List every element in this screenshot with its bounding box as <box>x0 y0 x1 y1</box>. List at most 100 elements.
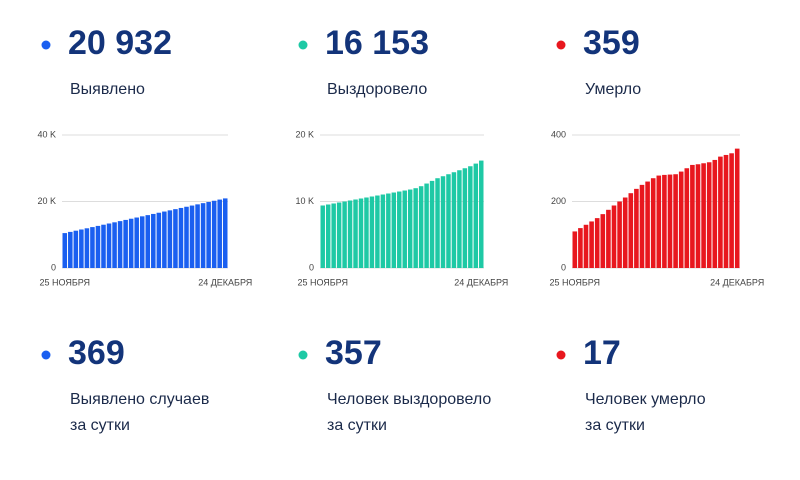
bar <box>195 204 200 268</box>
x-tick-label: 24 ДЕКАБРЯ <box>198 277 252 287</box>
bar <box>594 218 600 268</box>
stat-label: Умерло <box>585 81 641 98</box>
bar <box>673 174 678 268</box>
bar <box>79 229 84 268</box>
bar <box>375 195 380 268</box>
bar <box>211 200 217 268</box>
bar <box>656 175 662 268</box>
bar <box>134 217 139 268</box>
bar <box>407 189 413 268</box>
status-dot <box>556 350 566 360</box>
bar <box>645 181 650 268</box>
bar <box>167 210 173 268</box>
bar <box>123 219 128 268</box>
bar <box>173 209 178 268</box>
bar <box>712 159 718 268</box>
bar <box>358 198 364 268</box>
bar <box>639 184 645 268</box>
bar <box>189 205 195 268</box>
stat-value: 359 <box>583 24 640 62</box>
daily-label: Выявлено случаев <box>70 391 209 408</box>
bar <box>117 221 123 268</box>
y-tick-label: 400 <box>551 129 566 139</box>
status-dot <box>298 350 308 360</box>
bar <box>729 153 734 268</box>
x-tick-label: 25 НОЯБРЯ <box>297 277 348 287</box>
status-dot <box>298 40 308 50</box>
bar <box>364 197 369 268</box>
status-dot <box>556 40 566 50</box>
y-tick-label: 20 K <box>295 129 314 139</box>
bar <box>101 224 106 268</box>
bar <box>184 206 189 268</box>
y-tick-label: 10 K <box>295 196 314 206</box>
bar <box>634 188 639 268</box>
bar <box>628 193 634 268</box>
bar <box>320 205 325 268</box>
x-tick-label: 24 ДЕКАБРЯ <box>454 277 508 287</box>
bar <box>62 233 68 268</box>
bar <box>342 201 347 268</box>
bar <box>479 160 484 268</box>
bar <box>578 228 583 268</box>
bar <box>397 191 402 268</box>
daily-label: за сутки <box>585 417 645 434</box>
bar <box>418 186 424 268</box>
y-tick-label: 20 K <box>37 196 56 206</box>
bar <box>718 156 723 268</box>
y-tick-label: 200 <box>551 196 566 206</box>
bar <box>90 227 95 268</box>
daily-value: 369 <box>68 334 125 372</box>
bar <box>325 204 331 268</box>
stat-label: Выздоровело <box>327 81 427 98</box>
bar <box>369 196 375 268</box>
bar <box>386 193 391 268</box>
y-tick-label: 40 K <box>37 129 56 139</box>
bar <box>145 215 151 268</box>
bar <box>734 148 740 268</box>
bar <box>622 197 628 268</box>
bar <box>723 154 729 268</box>
status-dot <box>41 40 51 50</box>
bar <box>84 228 90 268</box>
bar <box>678 171 684 268</box>
daily-label: Человек умерло <box>585 391 706 408</box>
bar <box>331 203 336 268</box>
stat-value: 16 153 <box>325 24 429 62</box>
bar <box>684 168 690 268</box>
x-tick-label: 25 НОЯБРЯ <box>550 277 601 287</box>
bar <box>200 203 206 268</box>
bar <box>650 178 656 268</box>
bar <box>128 218 134 268</box>
bar <box>95 225 101 268</box>
daily-label: за сутки <box>327 417 387 434</box>
bar <box>667 174 673 268</box>
bar <box>589 221 594 268</box>
bar <box>440 176 446 268</box>
bar <box>583 224 589 268</box>
bar <box>336 202 342 268</box>
bar <box>695 164 701 268</box>
bar <box>690 164 695 268</box>
bar <box>600 214 606 268</box>
daily-value: 17 <box>583 334 621 372</box>
daily-label: Человек выздоровело <box>327 391 491 408</box>
bar <box>162 211 167 268</box>
bar <box>156 212 162 268</box>
bar <box>413 188 418 268</box>
bar <box>73 230 79 268</box>
bar <box>451 172 457 268</box>
x-tick-label: 25 НОЯБРЯ <box>40 277 91 287</box>
bar <box>139 216 145 268</box>
y-tick-label: 0 <box>309 262 314 272</box>
bar <box>429 180 435 268</box>
bar <box>572 231 578 268</box>
y-tick-label: 0 <box>561 262 566 272</box>
daily-label: за сутки <box>70 417 130 434</box>
bar <box>617 201 622 268</box>
bar <box>68 231 73 268</box>
bar <box>206 201 211 268</box>
bar <box>353 199 358 268</box>
x-tick-label: 24 ДЕКАБРЯ <box>710 277 764 287</box>
